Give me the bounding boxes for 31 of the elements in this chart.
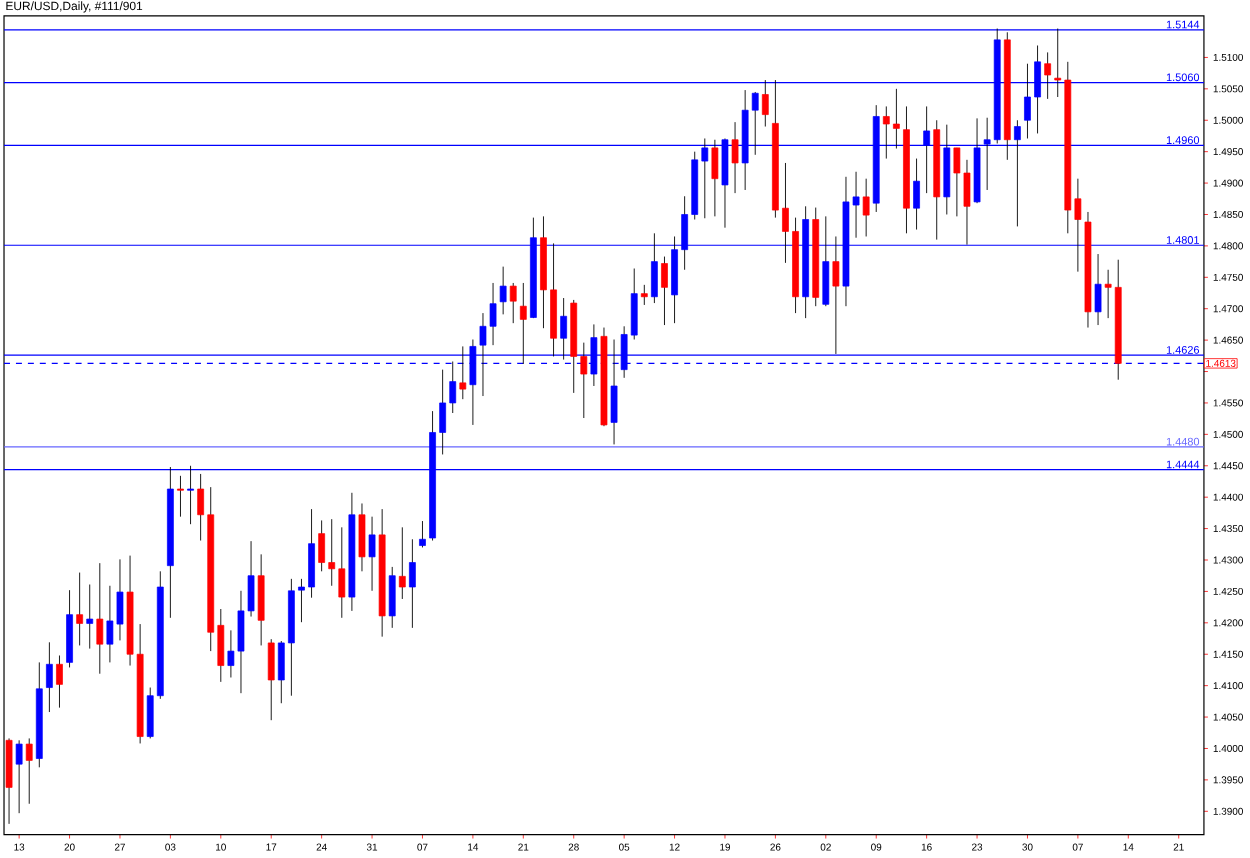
candlestick [398, 526, 406, 600]
candlestick [711, 139, 719, 217]
candlestick [86, 583, 94, 649]
candlestick [459, 345, 467, 400]
candlestick [76, 571, 84, 646]
candlestick [66, 589, 73, 668]
candlestick [1044, 51, 1052, 100]
candlestick [1094, 253, 1102, 326]
candlestick [56, 654, 63, 708]
candlestick [419, 520, 426, 548]
candlestick [25, 737, 33, 804]
candlestick [519, 282, 527, 365]
candlestick [267, 638, 275, 721]
candlestick [761, 79, 769, 127]
candlestick [640, 284, 648, 306]
candlestick [257, 553, 265, 646]
candlestick [499, 265, 507, 315]
candlestick [96, 562, 104, 674]
candlestick [509, 282, 517, 324]
candlestick [388, 566, 396, 629]
candlestick [368, 515, 376, 591]
candlestick [15, 739, 23, 814]
candlestick [661, 255, 668, 326]
candlestick [832, 235, 840, 355]
candlestick [46, 641, 53, 713]
candlestick [913, 157, 920, 230]
candlestick [177, 475, 184, 517]
candlestick [409, 538, 416, 629]
candlestick [358, 502, 366, 572]
candlestick [862, 177, 870, 237]
candlestick [731, 121, 739, 194]
